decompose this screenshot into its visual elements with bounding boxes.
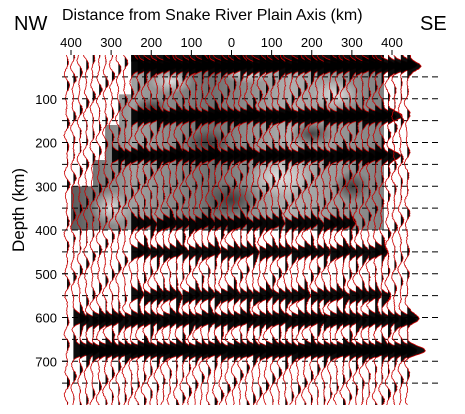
trace-fill-31 bbox=[266, 55, 284, 405]
y-tick-label-3: 400 bbox=[35, 223, 57, 238]
trace-fill-24 bbox=[221, 55, 238, 405]
trace-fill-17 bbox=[176, 55, 193, 405]
y-tick-label-6: 700 bbox=[35, 354, 57, 369]
y-tick-label-1: 200 bbox=[35, 136, 57, 151]
trace-fill-49 bbox=[381, 55, 398, 405]
trace-fill-48 bbox=[375, 55, 393, 405]
x-tick-label-6: 200 bbox=[301, 35, 323, 50]
x-tick-label-5: 100 bbox=[261, 35, 283, 50]
x-tick-label-1: 300 bbox=[100, 35, 122, 50]
x-tick-label-0: 400 bbox=[60, 35, 82, 50]
y-tick-label-2: 300 bbox=[35, 179, 57, 194]
heatmap-texture-0 bbox=[149, 69, 194, 94]
trace-fill-53 bbox=[407, 55, 426, 405]
x-tick-label-7: 300 bbox=[341, 35, 363, 50]
trace-fill-7 bbox=[111, 55, 128, 405]
trace-fill-36 bbox=[298, 55, 317, 405]
trace-fill-19 bbox=[188, 55, 207, 405]
x-tick-label-2: 200 bbox=[140, 35, 162, 50]
trace-fill-23 bbox=[214, 55, 232, 405]
trace-fill-43 bbox=[343, 55, 359, 405]
heatmap-texture-8 bbox=[289, 120, 334, 147]
trace-fill-34 bbox=[285, 55, 304, 405]
trace-fill-33 bbox=[278, 55, 296, 405]
trace-fill-50 bbox=[387, 55, 404, 405]
x-tick-label-4: 0 bbox=[228, 35, 235, 50]
trace-fill-37 bbox=[304, 55, 322, 405]
trace-fill-47 bbox=[368, 55, 387, 405]
trace-fill-29 bbox=[253, 55, 271, 405]
trace-fill-35 bbox=[291, 55, 309, 405]
trace-fill-51 bbox=[394, 55, 413, 405]
trace-fill-22 bbox=[208, 55, 226, 405]
trace-fill-11 bbox=[137, 55, 155, 405]
se-direction-label: SE bbox=[420, 13, 447, 35]
axis-ticks: 400 300 200 100 0 100 200 300 400 100 200 300 400 500… bbox=[35, 35, 403, 369]
trace-fill-20 bbox=[195, 55, 214, 405]
trace-fill-27 bbox=[240, 55, 258, 405]
trace-fill-25 bbox=[227, 55, 246, 405]
trace-fill-38 bbox=[310, 55, 328, 405]
trace-fill-10 bbox=[131, 55, 149, 405]
y-tick-label-5: 600 bbox=[35, 311, 57, 326]
trace-fill-3 bbox=[86, 55, 101, 405]
trace-fill-14 bbox=[156, 55, 176, 405]
trace-fill-40 bbox=[323, 55, 343, 405]
chart-title: Distance from Snake River Plain Axis (km… bbox=[62, 7, 363, 24]
trace-fill-42 bbox=[336, 55, 356, 405]
heatmap-top-strip bbox=[131, 55, 384, 62]
trace-fill-4 bbox=[92, 55, 110, 405]
y-tick-label-0: 100 bbox=[35, 92, 57, 107]
heatmap-texture-5 bbox=[91, 190, 132, 226]
trace-fill-30 bbox=[259, 55, 277, 405]
nw-direction-label: NW bbox=[14, 13, 48, 35]
trace-fill-45 bbox=[355, 55, 374, 405]
y-tick-label-4: 500 bbox=[35, 267, 57, 282]
wiggle-traces bbox=[63, 55, 426, 405]
trace-fill-28 bbox=[246, 55, 264, 405]
trace-fill-12 bbox=[144, 55, 160, 405]
trace-fill-16 bbox=[169, 55, 189, 405]
trace-fill-46 bbox=[362, 55, 381, 405]
trace-fill-26 bbox=[233, 55, 251, 405]
x-tick-label-8: 400 bbox=[381, 35, 403, 50]
y-axis-label: Depth (km) bbox=[9, 167, 28, 253]
trace-fill-13 bbox=[150, 55, 167, 405]
trace-fill-39 bbox=[317, 55, 334, 405]
trace-fill-8 bbox=[118, 55, 134, 405]
trace-fill-2 bbox=[79, 55, 97, 405]
x-tick-label-3: 100 bbox=[181, 35, 203, 50]
trace-line-53 bbox=[403, 55, 426, 405]
trace-fill-5 bbox=[99, 55, 119, 405]
trace-fill-18 bbox=[182, 55, 198, 405]
trace-fill-44 bbox=[349, 55, 365, 405]
